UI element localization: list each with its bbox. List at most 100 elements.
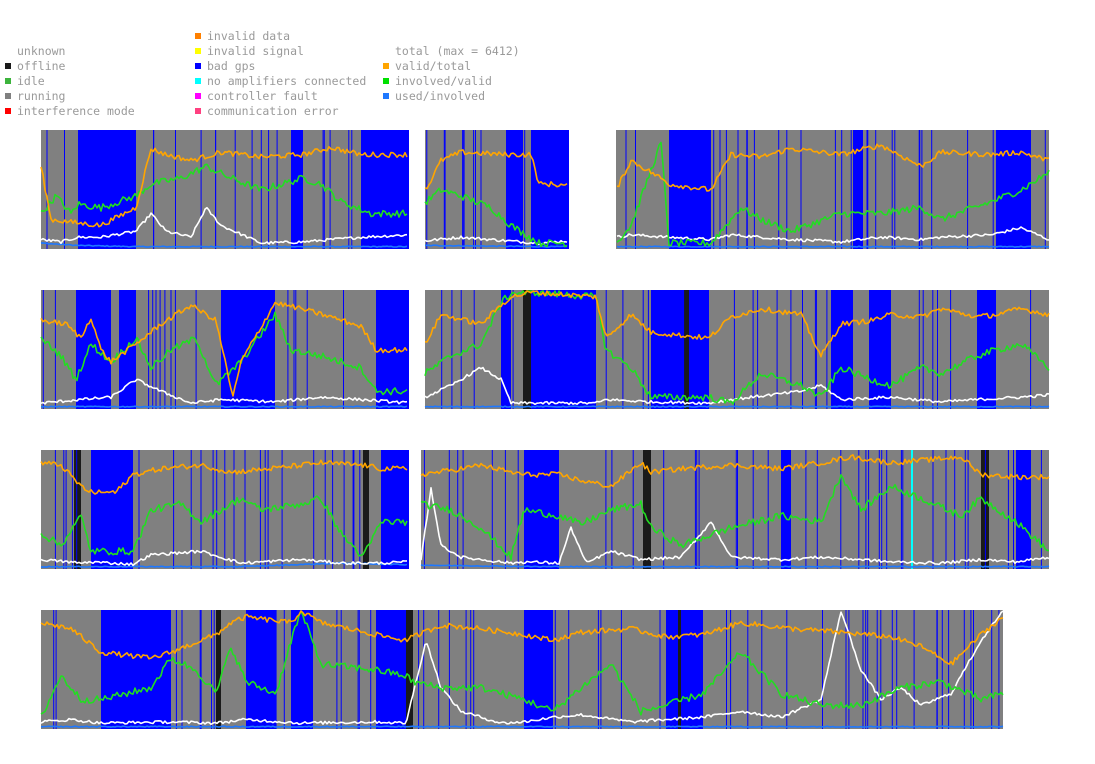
status-flicker-line xyxy=(231,290,233,409)
status-flicker-line xyxy=(936,610,938,729)
status-flicker-line xyxy=(805,450,807,569)
status-flicker-line xyxy=(865,610,867,729)
status-flicker-line xyxy=(470,610,472,729)
status-flicker-line xyxy=(115,450,117,569)
status-band xyxy=(911,450,913,569)
status-flicker-line xyxy=(918,290,920,409)
status-flicker-line xyxy=(568,610,570,729)
status-flicker-line xyxy=(213,610,215,729)
status-flicker-line xyxy=(786,130,788,249)
status-flicker-line xyxy=(287,290,289,409)
status-flicker-line xyxy=(173,450,175,569)
status-flicker-line xyxy=(275,610,277,729)
legend-item-running: running xyxy=(5,89,65,104)
status-band xyxy=(524,450,559,569)
status-flicker-line xyxy=(822,610,823,729)
status-band xyxy=(291,610,313,729)
status-flicker-line xyxy=(967,130,969,249)
status-flicker-line xyxy=(737,130,739,249)
status-flicker-line xyxy=(340,610,342,729)
status-flicker-line xyxy=(358,610,360,729)
status-flicker-line xyxy=(815,290,817,409)
series-used-involved xyxy=(40,405,1050,408)
chart-panel xyxy=(40,290,1050,409)
status-flicker-line xyxy=(294,130,296,249)
legend-item-invalid-signal: invalid signal xyxy=(195,44,304,59)
status-flicker-line xyxy=(549,130,551,249)
legend-item-valid-total: valid/total xyxy=(383,59,471,74)
series-involved-valid xyxy=(40,474,1049,561)
status-flicker-line xyxy=(426,130,428,249)
status-flicker-line xyxy=(921,130,923,249)
status-band xyxy=(376,610,406,729)
status-flicker-line xyxy=(152,290,154,409)
status-flicker-line xyxy=(448,610,450,729)
status-flicker-line xyxy=(451,290,453,409)
status-band xyxy=(91,450,133,569)
status-flicker-line xyxy=(200,610,202,729)
status-flicker-line xyxy=(886,450,888,569)
status-flicker-line xyxy=(63,450,65,569)
status-flicker-line xyxy=(200,450,202,569)
status-flicker-line xyxy=(448,450,450,569)
status-flicker-line xyxy=(918,130,920,249)
status-flicker-line xyxy=(858,450,860,569)
status-flicker-line xyxy=(876,610,878,729)
status-flicker-line xyxy=(54,450,56,569)
status-flicker-line xyxy=(462,130,464,249)
status-flicker-line xyxy=(726,610,727,729)
status-flicker-line xyxy=(154,610,156,729)
legend-item-interference-mode: interference mode xyxy=(5,104,135,119)
status-flicker-line xyxy=(701,130,703,249)
status-flicker-line xyxy=(605,450,607,569)
status-flicker-line xyxy=(200,130,202,249)
status-flicker-line xyxy=(698,450,700,569)
status-flicker-line xyxy=(992,130,994,249)
legend-swatch-offline xyxy=(5,63,11,69)
status-flicker-line xyxy=(441,290,443,409)
status-flicker-line xyxy=(297,130,299,249)
status-flicker-line xyxy=(880,610,882,729)
status-band xyxy=(853,130,863,249)
status-flicker-line xyxy=(555,290,557,409)
status-flicker-line xyxy=(730,610,732,729)
status-flicker-line xyxy=(170,290,172,409)
status-flicker-line xyxy=(891,130,893,249)
status-flicker-line xyxy=(281,450,283,569)
status-flicker-line xyxy=(133,290,135,409)
legend-item-involved-valid: involved/valid xyxy=(383,74,492,89)
legend-swatch-running xyxy=(5,93,11,99)
status-flicker-line xyxy=(937,290,938,409)
status-flicker-line xyxy=(998,610,1000,729)
status-band xyxy=(831,290,853,409)
legend-swatch-interference-mode xyxy=(5,108,11,114)
status-flicker-line xyxy=(664,290,666,409)
status-flicker-line xyxy=(683,290,685,409)
legend-item-bad-gps: bad gps xyxy=(195,59,255,74)
status-flicker-line xyxy=(101,610,103,729)
status-flicker-line xyxy=(931,130,933,249)
status-flicker-line xyxy=(850,130,852,249)
status-flicker-line xyxy=(683,610,685,729)
status-flicker-line xyxy=(443,130,445,249)
status-flicker-line xyxy=(463,130,465,249)
status-flicker-line xyxy=(211,610,212,729)
status-flicker-line xyxy=(460,290,462,409)
status-flicker-line xyxy=(106,610,108,729)
status-flicker-line xyxy=(361,130,363,249)
status-flicker-line xyxy=(423,610,425,729)
status-flicker-line xyxy=(148,290,150,409)
status-flicker-line xyxy=(586,290,588,409)
status-flicker-line xyxy=(725,130,727,249)
status-flicker-line xyxy=(480,130,482,249)
status-flicker-line xyxy=(881,450,883,569)
status-flicker-line xyxy=(967,450,969,569)
status-flicker-line xyxy=(632,450,634,569)
status-flicker-line xyxy=(473,290,475,409)
status-flicker-line xyxy=(297,610,299,729)
status-flicker-line xyxy=(343,290,344,409)
chart-panel xyxy=(40,450,1050,569)
legend-item-unknown: unknown xyxy=(5,44,65,59)
status-band xyxy=(678,610,682,729)
status-band xyxy=(506,130,523,249)
